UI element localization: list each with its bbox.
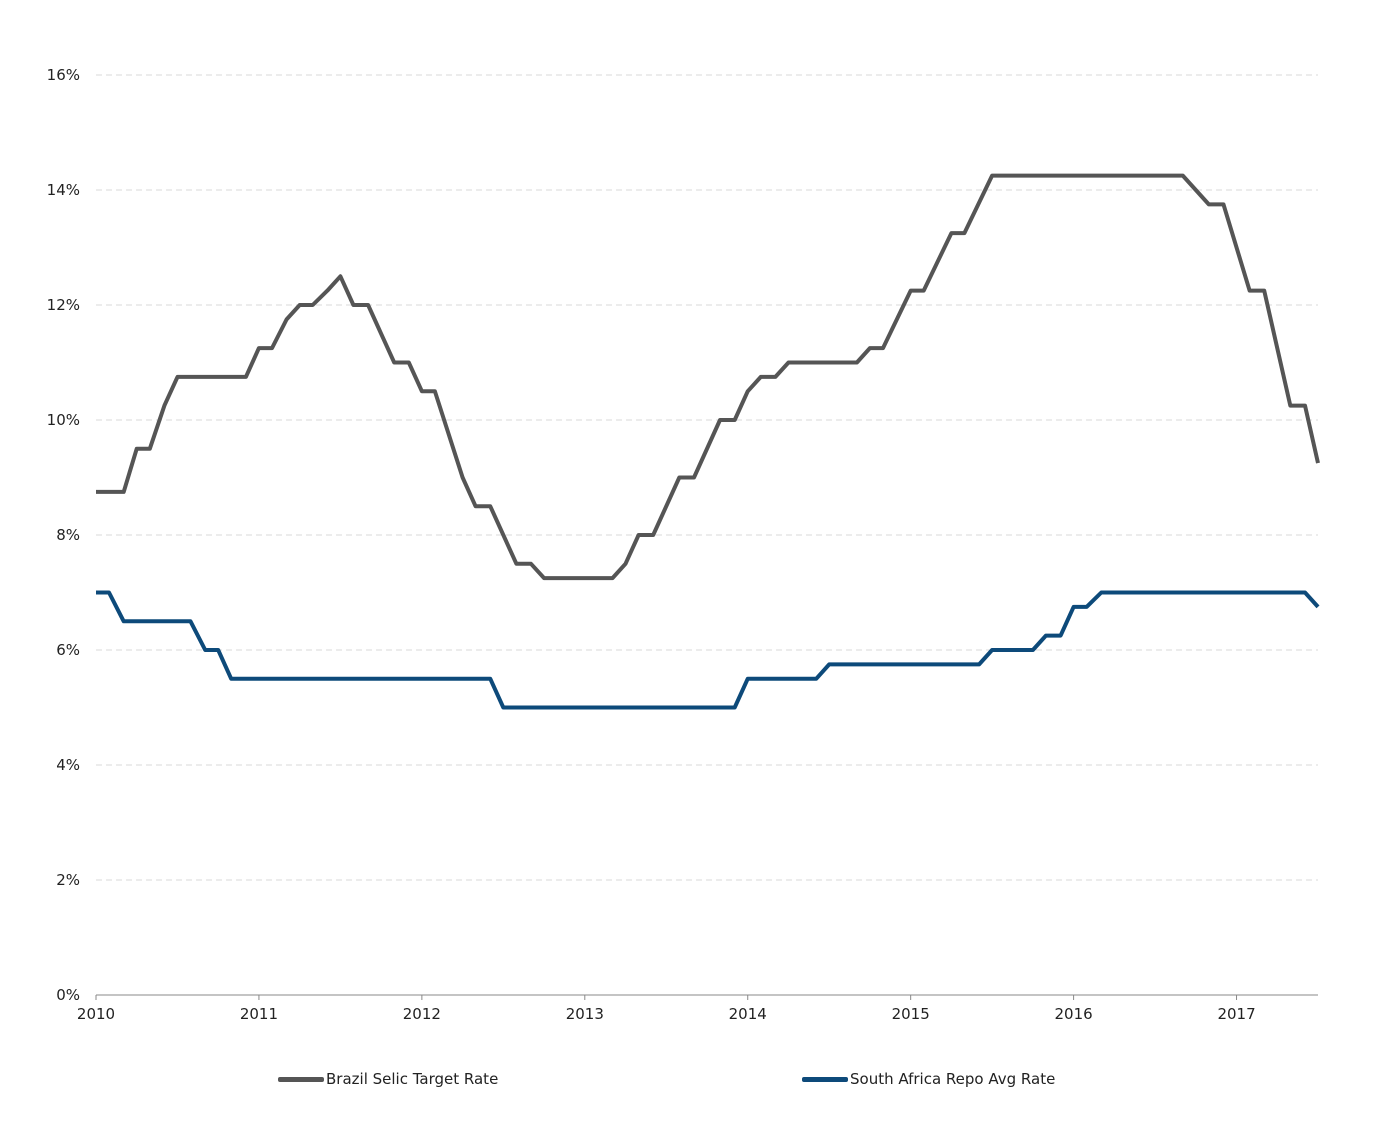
y-tick-label: 2% <box>56 871 80 889</box>
series-lines <box>96 173 1320 710</box>
y-tick-label: 14% <box>47 181 80 199</box>
x-tick-label: 2017 <box>1217 1005 1255 1023</box>
y-tick-label: 8% <box>56 526 80 544</box>
line-chart: 0%2%4%6%8%10%12%14%16% 2010 2011 2012 2013 2… <box>47 66 1320 1023</box>
x-tick-label: 2015 <box>892 1005 930 1023</box>
legend-label-south-africa: South Africa Repo Avg Rate <box>850 1070 1056 1088</box>
x-tick-label: 2010 <box>77 1005 115 1023</box>
x-tick-label: 2012 <box>403 1005 441 1023</box>
x-axis-ticks: 2010 2011 2012 2013 2014 2015 2016 2017 <box>77 995 1256 1023</box>
legend-item-brazil: Brazil Selic Target Rate <box>278 1070 498 1088</box>
x-tick-label: 2014 <box>729 1005 767 1023</box>
y-tick-label: 4% <box>56 756 80 774</box>
y-tick-label: 16% <box>47 66 80 84</box>
y-tick-label: 12% <box>47 296 80 314</box>
series-line-south-africa <box>96 590 1320 710</box>
legend-swatch-brazil <box>278 1076 324 1082</box>
x-tick-label: 2013 <box>566 1005 604 1023</box>
x-tick-label: 2011 <box>240 1005 278 1023</box>
legend-item-south-africa: South Africa Repo Avg Rate <box>802 1070 1055 1088</box>
gridlines <box>96 74 1318 881</box>
legend-swatch-south-africa <box>802 1076 848 1082</box>
legend-label-brazil: Brazil Selic Target Rate <box>326 1070 499 1088</box>
series-line-brazil <box>96 173 1320 581</box>
y-tick-label: 6% <box>56 641 80 659</box>
y-axis-ticks: 0% 2% 4% 6% 8% 10% 12% 14% 16% <box>47 66 80 1004</box>
y-tick-label: 10% <box>47 411 80 429</box>
y-tick-label: 0% <box>56 986 80 1004</box>
x-tick-label: 2016 <box>1055 1005 1093 1023</box>
